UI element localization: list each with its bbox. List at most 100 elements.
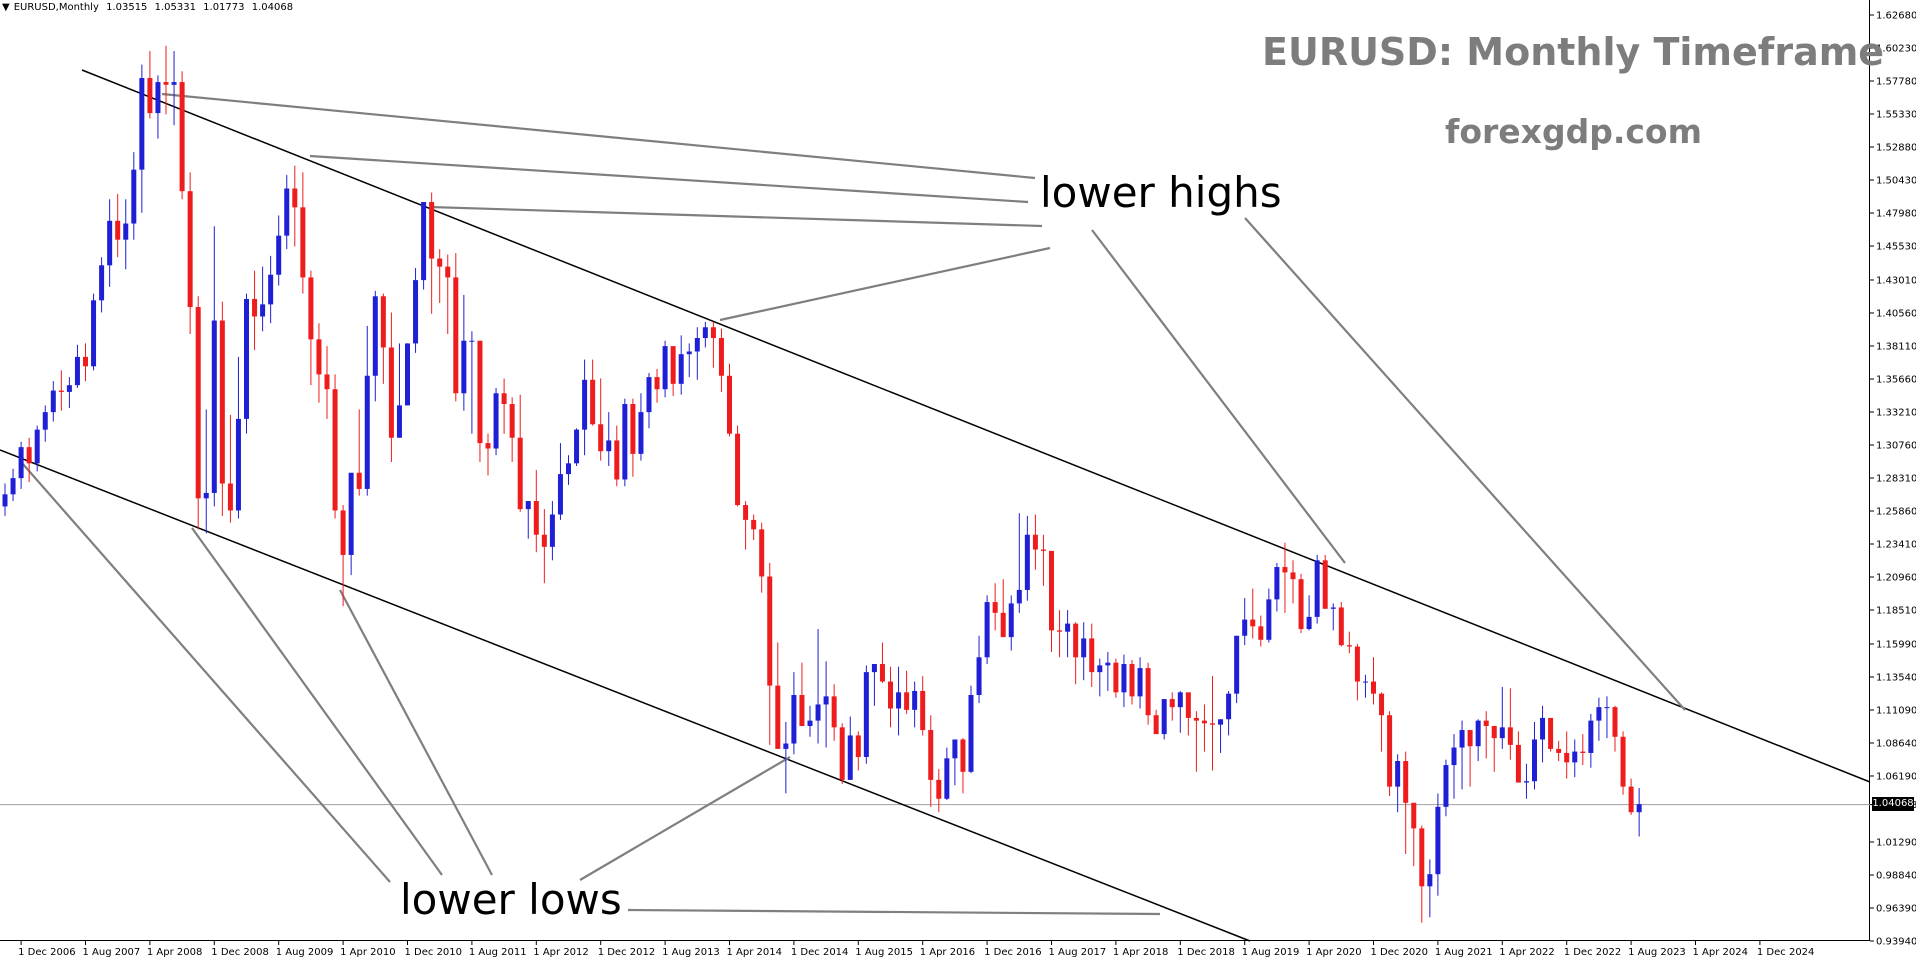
- candle-body: [1572, 751, 1578, 763]
- y-tick-label: 1.13540: [1876, 672, 1916, 683]
- candle-body: [1314, 560, 1320, 617]
- candle-body: [1024, 534, 1030, 590]
- candle-body: [2, 494, 8, 507]
- candle-body: [1306, 616, 1312, 630]
- x-tick-label: 1 Aug 2017: [1049, 947, 1107, 958]
- candle-body: [936, 779, 942, 799]
- candle-body: [928, 730, 934, 780]
- candle-body: [710, 327, 716, 339]
- candle-body: [1475, 720, 1481, 747]
- lower-highs-pointer: [429, 205, 1043, 228]
- x-tick-label: 1 Aug 2021: [1435, 947, 1493, 958]
- candle-body: [727, 375, 732, 434]
- candle-body: [1016, 589, 1022, 604]
- candle-body: [1459, 730, 1465, 748]
- candle-body: [533, 501, 539, 535]
- candle-body: [654, 377, 660, 390]
- candle-body: [268, 274, 274, 305]
- candle-body: [1338, 607, 1344, 646]
- annotation-lower-lows: lower lows: [400, 875, 622, 924]
- candle-body: [485, 443, 491, 449]
- candle-body: [1507, 727, 1513, 745]
- candle-body: [10, 478, 16, 495]
- candle-body: [42, 412, 48, 430]
- dropdown-triangle-icon[interactable]: ▼: [2, 2, 10, 13]
- candle-body: [18, 447, 24, 479]
- candle-body: [1201, 720, 1207, 724]
- candle-body: [1491, 726, 1497, 739]
- candle-body: [276, 235, 282, 275]
- candle-body: [847, 735, 853, 780]
- y-tick-label: 1.55330: [1876, 110, 1916, 121]
- candle-body: [920, 690, 926, 731]
- candle-body: [590, 379, 596, 425]
- candle-body: [1137, 668, 1143, 697]
- candle-body: [356, 472, 362, 489]
- candle-body: [1354, 646, 1360, 682]
- lower-highs-pointer: [1244, 217, 1686, 711]
- candle-body: [1089, 638, 1095, 673]
- y-tick-label: 1.20960: [1876, 573, 1916, 584]
- candle-body: [992, 602, 998, 613]
- candle-body: [1218, 719, 1224, 725]
- y-tick-label: 1.50430: [1876, 176, 1916, 187]
- candle-body: [1379, 693, 1385, 716]
- y-tick-label: 1.28310: [1876, 474, 1916, 485]
- candle-body: [171, 82, 177, 85]
- candle-body: [461, 340, 467, 394]
- candle-body: [147, 78, 153, 114]
- y-tick-label: 1.45530: [1876, 242, 1916, 253]
- candle-body: [1210, 723, 1215, 725]
- candle-body: [1145, 668, 1151, 716]
- candle-body: [421, 201, 427, 281]
- candle-body: [1258, 626, 1264, 640]
- lower-lows-pointer: [627, 908, 1161, 916]
- candle-body: [791, 695, 797, 744]
- candle-body: [453, 277, 459, 394]
- candle-body: [58, 390, 64, 392]
- candle-body: [630, 404, 636, 454]
- candle-body: [1121, 664, 1127, 693]
- candle-body: [1049, 550, 1054, 631]
- candle-body: [413, 280, 419, 344]
- symbol-info-bar: ▼ EURUSD,Monthly 1.03515 1.05331 1.01773 …: [2, 2, 297, 13]
- candle-body: [66, 385, 72, 392]
- candle-body: [1032, 534, 1038, 550]
- candle-body: [1282, 567, 1288, 573]
- x-tick-label: 1 Apr 2012: [533, 947, 588, 958]
- candle-body: [1435, 806, 1441, 875]
- candle-body: [1177, 692, 1183, 708]
- candle-body: [896, 692, 902, 709]
- lower-lows-pointer: [339, 589, 493, 876]
- candle-body: [823, 696, 829, 705]
- candle-body: [1443, 765, 1449, 807]
- y-tick-label: 1.23410: [1876, 540, 1916, 551]
- candle-body: [1636, 804, 1642, 813]
- y-tick-label: 1.38110: [1876, 341, 1916, 352]
- candle-body: [1451, 747, 1457, 766]
- low-value: 1.01773: [203, 2, 245, 13]
- candle-body: [203, 492, 209, 499]
- lower-highs-pointer: [1091, 229, 1346, 564]
- candle-body: [348, 472, 354, 555]
- candle-body: [1564, 752, 1570, 763]
- candle-body: [1161, 699, 1167, 735]
- upper-trendline: [81, 69, 1871, 783]
- y-tick-label: 1.43010: [1876, 275, 1916, 286]
- candle-body: [879, 664, 885, 682]
- candle-body: [1169, 699, 1175, 708]
- candle-body: [1532, 739, 1537, 782]
- candle-body: [211, 320, 217, 493]
- y-tick-label: 0.98840: [1876, 870, 1916, 881]
- candle-body: [807, 720, 813, 727]
- candle-body: [219, 320, 225, 484]
- candle-body: [1266, 599, 1272, 640]
- candle-body: [1322, 560, 1328, 609]
- x-tick-label: 1 Dec 2016: [984, 947, 1042, 958]
- candle-body: [50, 390, 56, 413]
- candle-body: [976, 657, 982, 696]
- x-tick-label: 1 Dec 2022: [1564, 947, 1622, 958]
- candle-body: [292, 188, 298, 208]
- x-tick-label: 1 Dec 2006: [18, 947, 76, 958]
